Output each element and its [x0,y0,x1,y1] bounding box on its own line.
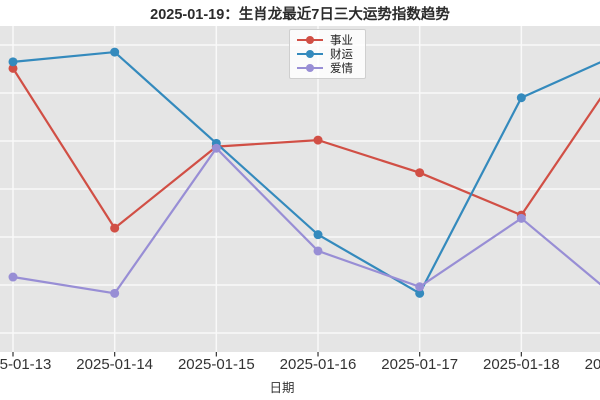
legend-label: 财运 [330,49,353,61]
x-tick-label: 2025-01-13 [0,356,52,373]
x-tick-label: 2025-01-16 [279,356,357,373]
legend-label: 爱情 [330,63,353,75]
legend: 事业 财运 爱情 [289,29,366,79]
love-line-marker-icon [297,63,323,73]
x-tick-label: 2025-01-19 [584,356,600,373]
legend-item-career: 事业 [297,34,353,47]
chart-title: 2025-01-19：生肖龙最近7日三大运势指数趋势 [150,7,450,23]
wealth-line-marker-icon [297,49,323,59]
x-tick-label: 2025-01-18 [482,356,560,373]
legend-item-wealth: 财运 [297,48,353,61]
x-tick-label: 2025-01-15 [177,356,255,373]
x-tick-label: 2025-01-14 [76,356,154,373]
x-tick-label: 2025-01-17 [381,356,459,373]
career-line-marker-icon [297,35,323,45]
x-axis-title: 日期 [269,381,295,395]
legend-item-love: 爱情 [297,62,353,75]
legend-label: 事业 [330,35,353,47]
